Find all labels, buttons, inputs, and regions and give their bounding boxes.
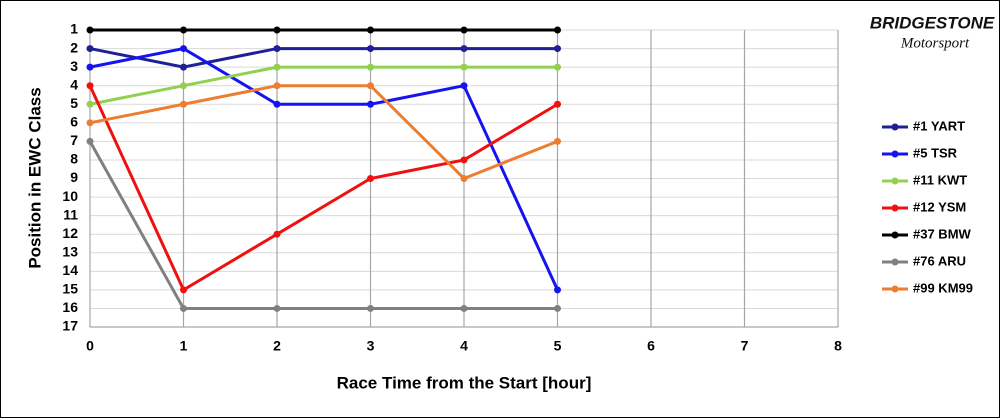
data-point <box>86 82 94 90</box>
series-line <box>88 140 558 310</box>
data-point <box>86 100 94 108</box>
y-tick-label: 13 <box>62 243 78 259</box>
data-point <box>554 63 561 71</box>
y-tick-label: 6 <box>70 114 78 130</box>
series-line <box>89 65 558 106</box>
y-tick-label: 2 <box>70 39 78 55</box>
data-point <box>180 304 187 312</box>
data-point <box>180 100 187 108</box>
y-tick-label: 10 <box>62 188 78 204</box>
data-point <box>460 175 468 182</box>
y-tick-label: 14 <box>62 262 78 278</box>
x-tick-label: 3 <box>367 338 375 354</box>
data-point <box>86 45 94 53</box>
logo-sub: Motorsport <box>900 35 970 51</box>
data-point <box>367 26 374 34</box>
y-tick-label: 15 <box>62 281 78 297</box>
x-tick-label: 2 <box>273 338 281 354</box>
y-axis-title: Position in EWC Class <box>25 87 44 268</box>
legend-label: #76 ARU <box>913 253 966 268</box>
data-point <box>554 100 561 108</box>
data-point <box>86 26 94 34</box>
data-point <box>367 45 374 53</box>
legend-label: #1 YART <box>913 118 965 133</box>
data-point <box>273 26 281 34</box>
x-tick-label: 4 <box>460 338 468 354</box>
legend-marker <box>891 123 899 131</box>
data-point <box>86 63 94 71</box>
data-point <box>554 137 561 145</box>
legend-marker <box>891 258 899 266</box>
legend-marker <box>891 231 899 239</box>
y-tick-label: 3 <box>70 58 78 74</box>
series-line <box>89 84 559 181</box>
series-line <box>88 85 559 293</box>
data-point <box>554 286 561 294</box>
legend: #1 YART #5 TSR #11 KWT #12 YSM #37 BMW #76 AR… <box>882 118 973 295</box>
data-point <box>554 304 561 312</box>
x-tick-label: 0 <box>86 338 94 354</box>
data-point <box>367 82 374 90</box>
y-tick-label: 17 <box>62 318 78 334</box>
data-point <box>460 82 468 90</box>
data-point <box>554 45 561 53</box>
data-point <box>273 45 281 53</box>
x-axis-title: Race Time from the Start [hour] <box>337 373 592 392</box>
x-tick-label: 5 <box>554 338 562 354</box>
legend-label: #37 BMW <box>913 226 972 241</box>
data-point <box>460 26 468 34</box>
legend-marker <box>891 285 899 293</box>
legend-label: #12 YSM <box>913 199 966 214</box>
data-point <box>460 63 468 71</box>
data-point <box>460 304 468 312</box>
data-point <box>367 304 374 312</box>
series-line <box>89 46 559 291</box>
data-point <box>273 63 281 71</box>
x-tick-label: 8 <box>834 338 842 354</box>
data-point <box>273 100 281 108</box>
legend-marker <box>891 177 899 185</box>
y-tick-label: 1 <box>70 21 78 37</box>
data-point <box>460 156 468 164</box>
data-point <box>367 63 374 71</box>
data-point <box>180 82 187 90</box>
legend-label: #11 KWT <box>913 172 967 187</box>
x-tick-label: 6 <box>647 338 655 354</box>
x-tick-label: 7 <box>741 338 749 354</box>
y-tick-label: 12 <box>62 225 78 241</box>
data-point <box>180 63 187 71</box>
y-tick-label: 16 <box>62 299 78 315</box>
data-point <box>273 230 281 238</box>
data-point <box>86 119 94 127</box>
data-point <box>273 304 281 312</box>
data-point <box>180 45 187 53</box>
legend-label: #99 KM99 <box>913 280 973 295</box>
data-point <box>180 286 187 294</box>
legend-marker <box>891 150 899 158</box>
data-point <box>367 175 374 182</box>
series-line <box>89 47 558 69</box>
y-tick-label: 9 <box>70 169 78 185</box>
data-point <box>554 26 561 34</box>
data-point <box>180 26 187 34</box>
y-tick-label: 11 <box>63 206 78 222</box>
y-tick-label: 8 <box>70 151 78 167</box>
y-tick-label: 4 <box>70 76 78 92</box>
data-point <box>273 82 281 90</box>
y-tick-label: 5 <box>70 95 78 111</box>
x-tick-label: 1 <box>180 338 188 354</box>
data-point <box>367 100 374 108</box>
y-tick-label: 7 <box>70 132 78 148</box>
logo-brand: BRIDGESTONE <box>870 13 995 32</box>
legend-label: #5 TSR <box>913 145 958 160</box>
data-point <box>86 137 94 145</box>
legend-marker <box>891 204 899 212</box>
series-lines <box>86 26 561 312</box>
data-point <box>460 45 468 53</box>
